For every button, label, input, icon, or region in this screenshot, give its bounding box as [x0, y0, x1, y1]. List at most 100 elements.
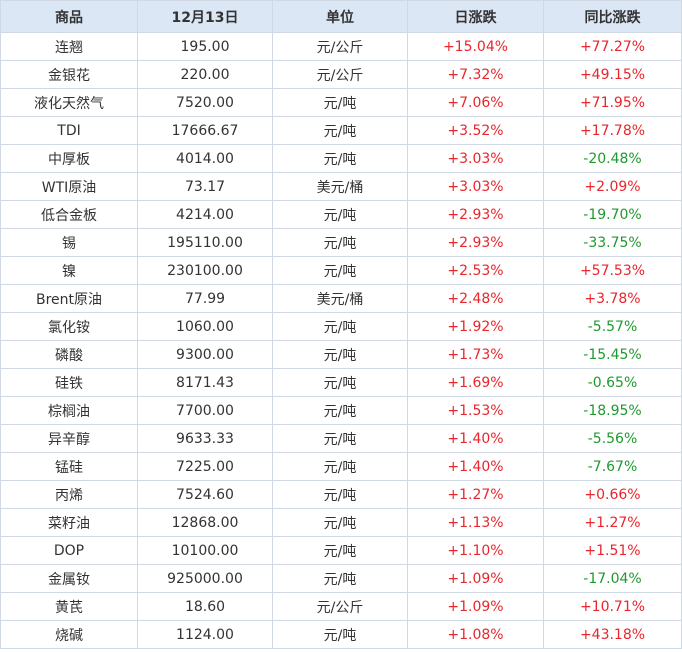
unit-cell: 元/吨 [272, 564, 408, 593]
table-row: 菜籽油 12868.00 元/吨 +1.13% +1.27% [0, 508, 682, 537]
yoy-change-cell: -7.67% [543, 452, 682, 481]
daily-change-cell: +7.32% [407, 60, 544, 89]
commodity-cell: 金属钕 [0, 564, 138, 593]
price-cell: 1124.00 [137, 620, 273, 649]
yoy-change-cell: -5.57% [543, 312, 682, 341]
commodity-cell: 黄芪 [0, 592, 138, 621]
yoy-change-cell: -15.45% [543, 340, 682, 369]
table-header-row: 商品 12月13日 单位 日涨跌 同比涨跌 [0, 0, 682, 33]
daily-change-cell: +1.10% [407, 536, 544, 565]
table-row: 烧碱 1124.00 元/吨 +1.08% +43.18% [0, 620, 682, 649]
price-cell: 73.17 [137, 172, 273, 201]
daily-change-cell: +1.92% [407, 312, 544, 341]
table-row: 中厚板 4014.00 元/吨 +3.03% -20.48% [0, 144, 682, 173]
table-row: 棕榈油 7700.00 元/吨 +1.53% -18.95% [0, 396, 682, 425]
table-row: 硅铁 8171.43 元/吨 +1.69% -0.65% [0, 368, 682, 397]
unit-cell: 元/吨 [272, 312, 408, 341]
price-cell: 18.60 [137, 592, 273, 621]
daily-change-cell: +3.03% [407, 144, 544, 173]
daily-change-cell: +1.09% [407, 564, 544, 593]
daily-change-cell: +2.53% [407, 256, 544, 285]
unit-cell: 元/公斤 [272, 592, 408, 621]
yoy-change-cell: -33.75% [543, 228, 682, 257]
table-row: 锡 195110.00 元/吨 +2.93% -33.75% [0, 228, 682, 257]
table-row: WTI原油 73.17 美元/桶 +3.03% +2.09% [0, 172, 682, 201]
yoy-change-cell: -19.70% [543, 200, 682, 229]
daily-change-cell: +1.13% [407, 508, 544, 537]
commodity-cell: 锡 [0, 228, 138, 257]
table-row: 丙烯 7524.60 元/吨 +1.27% +0.66% [0, 480, 682, 509]
table-row: 氯化铵 1060.00 元/吨 +1.92% -5.57% [0, 312, 682, 341]
unit-cell: 元/吨 [272, 228, 408, 257]
unit-cell: 元/吨 [272, 396, 408, 425]
daily-change-cell: +1.73% [407, 340, 544, 369]
daily-change-cell: +15.04% [407, 32, 544, 61]
price-cell: 220.00 [137, 60, 273, 89]
price-cell: 7524.60 [137, 480, 273, 509]
price-cell: 77.99 [137, 284, 273, 313]
price-cell: 12868.00 [137, 508, 273, 537]
unit-cell: 元/吨 [272, 368, 408, 397]
price-cell: 8171.43 [137, 368, 273, 397]
commodity-cell: DOP [0, 536, 138, 565]
unit-cell: 元/吨 [272, 200, 408, 229]
unit-cell: 元/公斤 [272, 60, 408, 89]
yoy-change-cell: +0.66% [543, 480, 682, 509]
unit-cell: 元/吨 [272, 508, 408, 537]
unit-cell: 元/吨 [272, 480, 408, 509]
table-row: 磷酸 9300.00 元/吨 +1.73% -15.45% [0, 340, 682, 369]
commodity-cell: 连翘 [0, 32, 138, 61]
unit-cell: 美元/桶 [272, 172, 408, 201]
yoy-change-cell: +2.09% [543, 172, 682, 201]
table-row: 镍 230100.00 元/吨 +2.53% +57.53% [0, 256, 682, 285]
commodity-cell: 锰硅 [0, 452, 138, 481]
daily-change-cell: +2.93% [407, 228, 544, 257]
header-daily-change: 日涨跌 [407, 0, 544, 33]
price-cell: 195.00 [137, 32, 273, 61]
commodity-cell: 棕榈油 [0, 396, 138, 425]
table-row: 金属钕 925000.00 元/吨 +1.09% -17.04% [0, 564, 682, 593]
yoy-change-cell: +10.71% [543, 592, 682, 621]
table-row: 锰硅 7225.00 元/吨 +1.40% -7.67% [0, 452, 682, 481]
daily-change-cell: +1.27% [407, 480, 544, 509]
daily-change-cell: +1.53% [407, 396, 544, 425]
header-unit: 单位 [272, 0, 408, 33]
unit-cell: 元/吨 [272, 88, 408, 117]
commodity-cell: 异辛醇 [0, 424, 138, 453]
price-cell: 195110.00 [137, 228, 273, 257]
commodity-cell: TDI [0, 116, 138, 145]
unit-cell: 元/吨 [272, 424, 408, 453]
daily-change-cell: +1.40% [407, 452, 544, 481]
commodity-cell: 低合金板 [0, 200, 138, 229]
price-cell: 4014.00 [137, 144, 273, 173]
daily-change-cell: +7.06% [407, 88, 544, 117]
daily-change-cell: +1.40% [407, 424, 544, 453]
yoy-change-cell: +77.27% [543, 32, 682, 61]
table-body: 连翘 195.00 元/公斤 +15.04% +77.27% 金银花 220.00 元/公斤 +… [0, 32, 682, 649]
daily-change-cell: +1.08% [407, 620, 544, 649]
commodity-cell: WTI原油 [0, 172, 138, 201]
unit-cell: 元/吨 [272, 452, 408, 481]
price-cell: 4214.00 [137, 200, 273, 229]
price-cell: 9300.00 [137, 340, 273, 369]
table-row: 金银花 220.00 元/公斤 +7.32% +49.15% [0, 60, 682, 89]
daily-change-cell: +3.03% [407, 172, 544, 201]
unit-cell: 元/吨 [272, 340, 408, 369]
commodity-cell: 镍 [0, 256, 138, 285]
yoy-change-cell: -17.04% [543, 564, 682, 593]
daily-change-cell: +1.69% [407, 368, 544, 397]
price-cell: 7225.00 [137, 452, 273, 481]
daily-change-cell: +3.52% [407, 116, 544, 145]
price-cell: 9633.33 [137, 424, 273, 453]
yoy-change-cell: -18.95% [543, 396, 682, 425]
daily-change-cell: +1.09% [407, 592, 544, 621]
table-row: Brent原油 77.99 美元/桶 +2.48% +3.78% [0, 284, 682, 313]
price-cell: 17666.67 [137, 116, 273, 145]
commodity-cell: 硅铁 [0, 368, 138, 397]
yoy-change-cell: -5.56% [543, 424, 682, 453]
price-cell: 925000.00 [137, 564, 273, 593]
commodity-cell: Brent原油 [0, 284, 138, 313]
price-cell: 7700.00 [137, 396, 273, 425]
header-commodity: 商品 [0, 0, 138, 33]
